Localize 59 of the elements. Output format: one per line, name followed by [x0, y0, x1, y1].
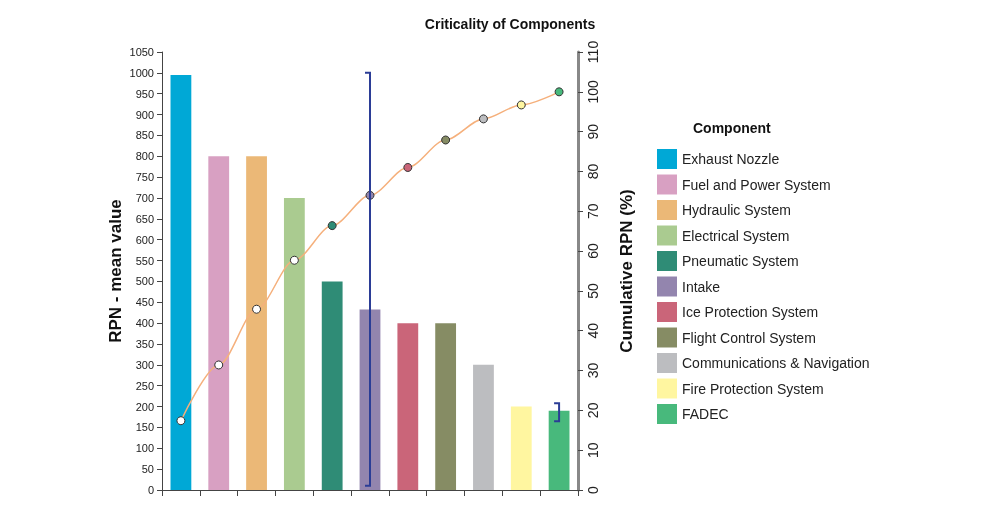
y-tick-label: 150 [135, 421, 154, 434]
legend-label: Fuel and Power System [682, 176, 831, 193]
y2-tick-label: 100 [585, 79, 601, 104]
legend-label: Exhaust Nozzle [682, 151, 780, 167]
y-tick-label: 1000 [129, 66, 154, 79]
legend-label: Intake [682, 278, 721, 295]
legend-label: Electrical System [682, 227, 790, 244]
y-tick-label: 850 [135, 129, 154, 142]
legend-label: Hydraulic System [682, 202, 791, 218]
y-tick-label: 600 [135, 233, 154, 246]
y2-tick-label: 30 [585, 362, 601, 379]
y-tick-label: 550 [135, 254, 154, 267]
chart-title: Criticality of Components [424, 16, 596, 32]
y-tick-label: 50 [141, 463, 154, 476]
y-tick-label: 950 [135, 87, 154, 100]
y-tick-label: 300 [135, 358, 154, 371]
y2-tick-label: 40 [585, 322, 601, 339]
y-tick-label: 800 [135, 150, 154, 163]
y2-tick-label: 50 [585, 282, 601, 299]
point [252, 304, 262, 314]
y2-tick-label: 20 [585, 402, 601, 419]
y-tick-label: 400 [135, 317, 154, 330]
legend-label: Flight Control System [682, 329, 816, 346]
point [478, 114, 488, 124]
point [214, 360, 224, 370]
y2-tick-label: 80 [585, 163, 601, 180]
y2-tick-label: 70 [585, 203, 601, 220]
y2-tick-label: 10 [585, 442, 601, 458]
point [516, 100, 526, 110]
y-axis-title: RPN - mean value [106, 199, 125, 343]
y-tick-label: 1050 [129, 46, 154, 58]
point [176, 416, 186, 426]
y2-tick-label: 90 [585, 123, 601, 140]
y-tick-label: 450 [135, 296, 154, 309]
legend-label: FADEC [682, 406, 729, 422]
y2-tick-label: 110 [585, 40, 601, 64]
y-tick-label: 650 [135, 212, 154, 225]
y-tick-label: 350 [135, 338, 154, 350]
y-tick-label: 0 [147, 484, 154, 496]
y-tick-label: 750 [135, 171, 154, 184]
y-tick-label: 100 [135, 442, 154, 455]
point [289, 255, 299, 265]
y-tick-label: 200 [135, 400, 154, 413]
y2-tick-label: 60 [585, 243, 601, 259]
legend-label: Pneumatic System [682, 253, 799, 269]
y-tick-label: 900 [135, 108, 154, 121]
y2-axis-title: Cumulative RPN (%) [617, 189, 636, 353]
legend-label: Communications & Navigation [682, 355, 870, 371]
point [403, 162, 413, 172]
legend-label: Ice Protection System [682, 304, 819, 320]
point [327, 221, 337, 231]
legend-label: Fire Protection System [682, 380, 824, 397]
point [554, 87, 564, 97]
y2-tick-label: 0 [585, 485, 601, 494]
y-tick-label: 500 [135, 275, 154, 288]
y-tick-label: 700 [135, 192, 154, 204]
point [441, 135, 451, 145]
legend-title: Component [693, 120, 772, 136]
y-tick-label: 250 [135, 379, 154, 392]
